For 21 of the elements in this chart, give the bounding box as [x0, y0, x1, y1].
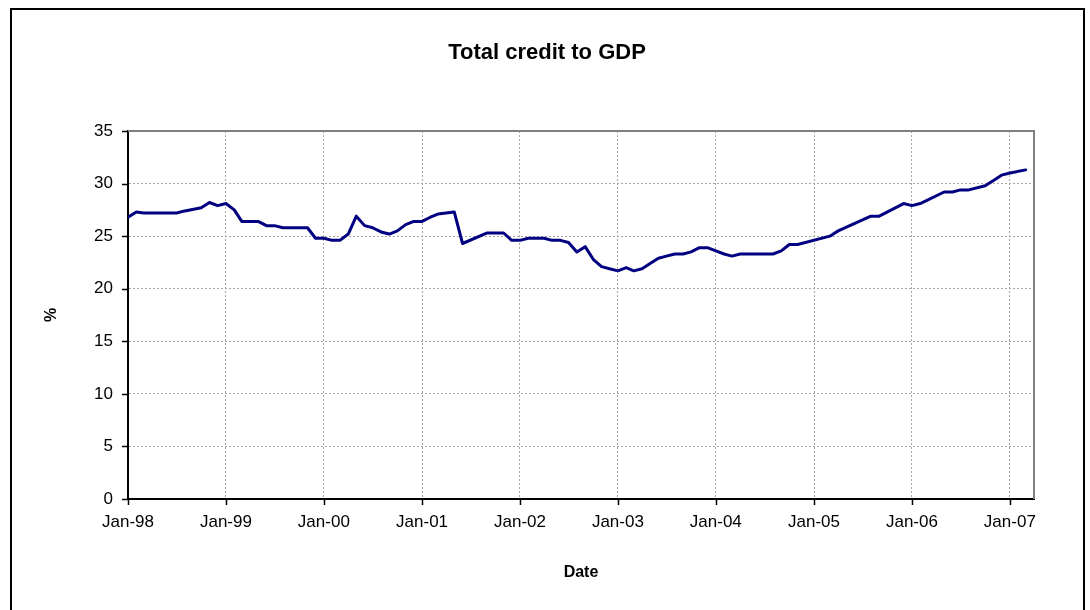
x-tick-label: Jan-07: [983, 511, 1036, 531]
y-tick-label: 10: [94, 383, 113, 403]
x-tick-label: Jan-05: [788, 511, 840, 531]
x-tick-label: Jan-06: [885, 511, 938, 531]
y-axis-title: %: [42, 307, 60, 323]
y-tick-label: 35: [94, 120, 113, 140]
x-tick-label: Jan-03: [591, 511, 644, 531]
y-tick-label: 20: [94, 278, 113, 298]
x-tick-label: Jan-99: [199, 511, 252, 531]
y-tick-label: 25: [94, 225, 113, 245]
x-tick-label: Jan-04: [689, 511, 742, 531]
y-tick-label: 15: [94, 330, 113, 350]
x-tick-label: Jan-02: [493, 511, 546, 531]
chart-title: Total credit to GDP: [448, 39, 646, 65]
x-tick-label: Jan-01: [396, 511, 449, 531]
y-tick-label: 30: [94, 173, 113, 193]
x-tick-label: Jan-00: [297, 511, 350, 531]
x-tick-label: Jan-98: [102, 511, 154, 531]
y-tick-label: 0: [103, 488, 113, 508]
x-axis-title: Date: [563, 562, 599, 580]
y-tick-label: 5: [103, 436, 113, 456]
